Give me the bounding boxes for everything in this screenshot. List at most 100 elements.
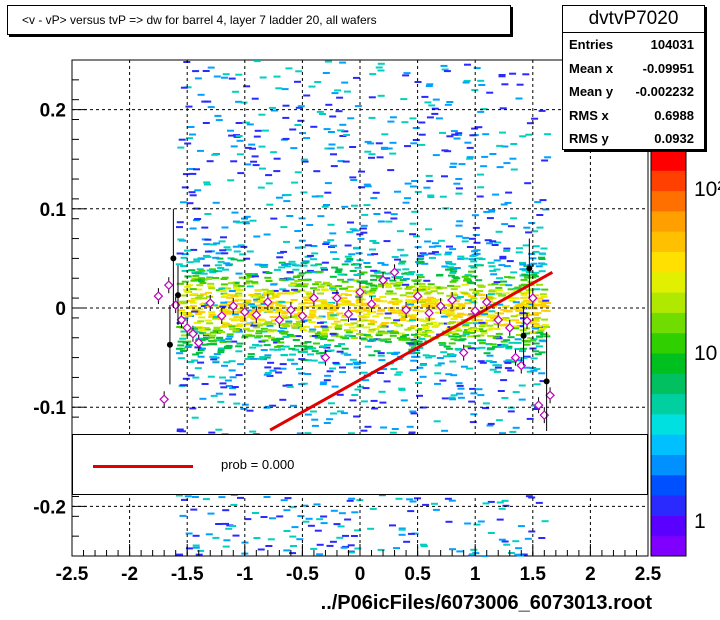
heatmap-cell: [267, 361, 275, 364]
heatmap-cell: [266, 305, 274, 308]
heatmap-cell: [317, 215, 325, 218]
heatmap-cell: [192, 219, 200, 222]
heatmap-cell: [476, 290, 484, 292]
heatmap-cell: [406, 273, 414, 276]
heatmap-cell: [496, 144, 504, 147]
heatmap-cell: [279, 278, 287, 281]
heatmap-cell: [417, 310, 425, 313]
heatmap-cell: [303, 137, 311, 140]
heatmap-cell: [501, 145, 509, 148]
heatmap-cell: [406, 498, 414, 501]
heatmap-cell: [232, 534, 240, 537]
heatmap-cell: [469, 387, 477, 390]
heatmap-cell: [207, 285, 215, 288]
heatmap-cell: [337, 410, 344, 413]
heatmap-cell: [440, 286, 448, 289]
heatmap-cell: [228, 325, 236, 328]
heatmap-cell: [504, 201, 512, 204]
heatmap-cell: [394, 268, 402, 271]
heatmap-cell: [281, 263, 289, 266]
heatmap-cell: [334, 271, 342, 273]
heatmap-cell: [398, 387, 406, 390]
heatmap-cell: [282, 116, 290, 119]
heatmap-cell: [485, 319, 493, 322]
heatmap-cell: [404, 328, 412, 331]
heatmap-cell: [290, 404, 297, 407]
heatmap-cell: [274, 308, 282, 310]
heatmap-cell: [485, 360, 493, 363]
heatmap-cell: [208, 315, 216, 318]
heatmap-cell: [185, 532, 193, 535]
heatmap-cell: [177, 146, 185, 149]
heatmap-cell: [221, 252, 229, 255]
heatmap-cell: [237, 285, 245, 287]
heatmap-cell: [215, 270, 223, 273]
heatmap-cell: [223, 246, 231, 249]
heatmap-cell: [334, 345, 342, 348]
heatmap-cell: [378, 271, 386, 274]
heatmap-cell: [254, 336, 262, 339]
heatmap-cell: [441, 265, 449, 268]
heatmap-cell: [230, 145, 238, 148]
palette-swatch: [651, 271, 686, 293]
heatmap-cell: [283, 265, 291, 268]
heatmap-cell: [360, 280, 368, 283]
heatmap-cell: [397, 312, 405, 315]
profile-point: [159, 394, 170, 405]
palette-swatch: [651, 393, 686, 415]
heatmap-cell: [206, 269, 214, 272]
heatmap-cell: [209, 334, 217, 337]
heatmap-cell: [538, 258, 546, 260]
heatmap-cell: [410, 325, 418, 328]
heatmap-cell: [419, 375, 427, 378]
heatmap-cell: [310, 287, 318, 290]
heatmap-cell: [213, 353, 221, 356]
heatmap-cell: [209, 243, 217, 246]
heatmap-cell: [197, 320, 205, 323]
heatmap-cell: [305, 517, 313, 520]
heatmap-cell: [220, 283, 228, 286]
heatmap-cell: [197, 149, 204, 152]
heatmap-cell: [255, 335, 263, 338]
heatmap-cell: [413, 355, 421, 358]
heatmap-cell: [251, 275, 259, 278]
heatmap-cell: [436, 273, 444, 276]
heatmap-cell: [215, 119, 223, 122]
heatmap-cell: [502, 305, 510, 308]
heatmap-cell: [533, 368, 541, 371]
heatmap-cell: [279, 288, 287, 291]
heatmap-cell: [389, 152, 397, 155]
heatmap-cell: [265, 272, 273, 274]
heatmap-cell: [523, 274, 531, 277]
heatmap-cell: [364, 425, 372, 428]
heatmap-cell: [460, 365, 468, 368]
profile-point: [343, 309, 354, 319]
heatmap-cell: [463, 293, 471, 296]
heatmap-cell: [532, 318, 540, 321]
heatmap-cell: [450, 394, 458, 397]
heatmap-cell: [441, 175, 448, 178]
heatmap-cell: [501, 397, 509, 399]
heatmap-cell: [367, 142, 375, 145]
heatmap-cell: [480, 165, 488, 168]
heatmap-cell: [527, 301, 535, 304]
heatmap-cell: [235, 135, 243, 137]
heatmap-cell: [524, 291, 531, 294]
heatmap-cell: [310, 125, 318, 128]
heatmap-cell: [434, 382, 441, 385]
heatmap-cell: [352, 361, 360, 364]
heatmap-cell: [286, 215, 294, 217]
heatmap-cell: [297, 119, 305, 122]
heatmap-cell: [482, 305, 490, 308]
heatmap-cell: [414, 81, 422, 83]
heatmap-cell: [236, 323, 244, 326]
heatmap-cell: [410, 142, 418, 145]
heatmap-cell: [282, 137, 290, 140]
heatmap-cell: [413, 352, 421, 354]
heatmap-cell: [289, 506, 297, 509]
heatmap-cell: [427, 330, 435, 333]
heatmap-cell: [253, 326, 261, 329]
heatmap-cell: [351, 394, 359, 396]
heatmap-cell: [212, 536, 220, 539]
heatmap-cell: [350, 535, 358, 537]
